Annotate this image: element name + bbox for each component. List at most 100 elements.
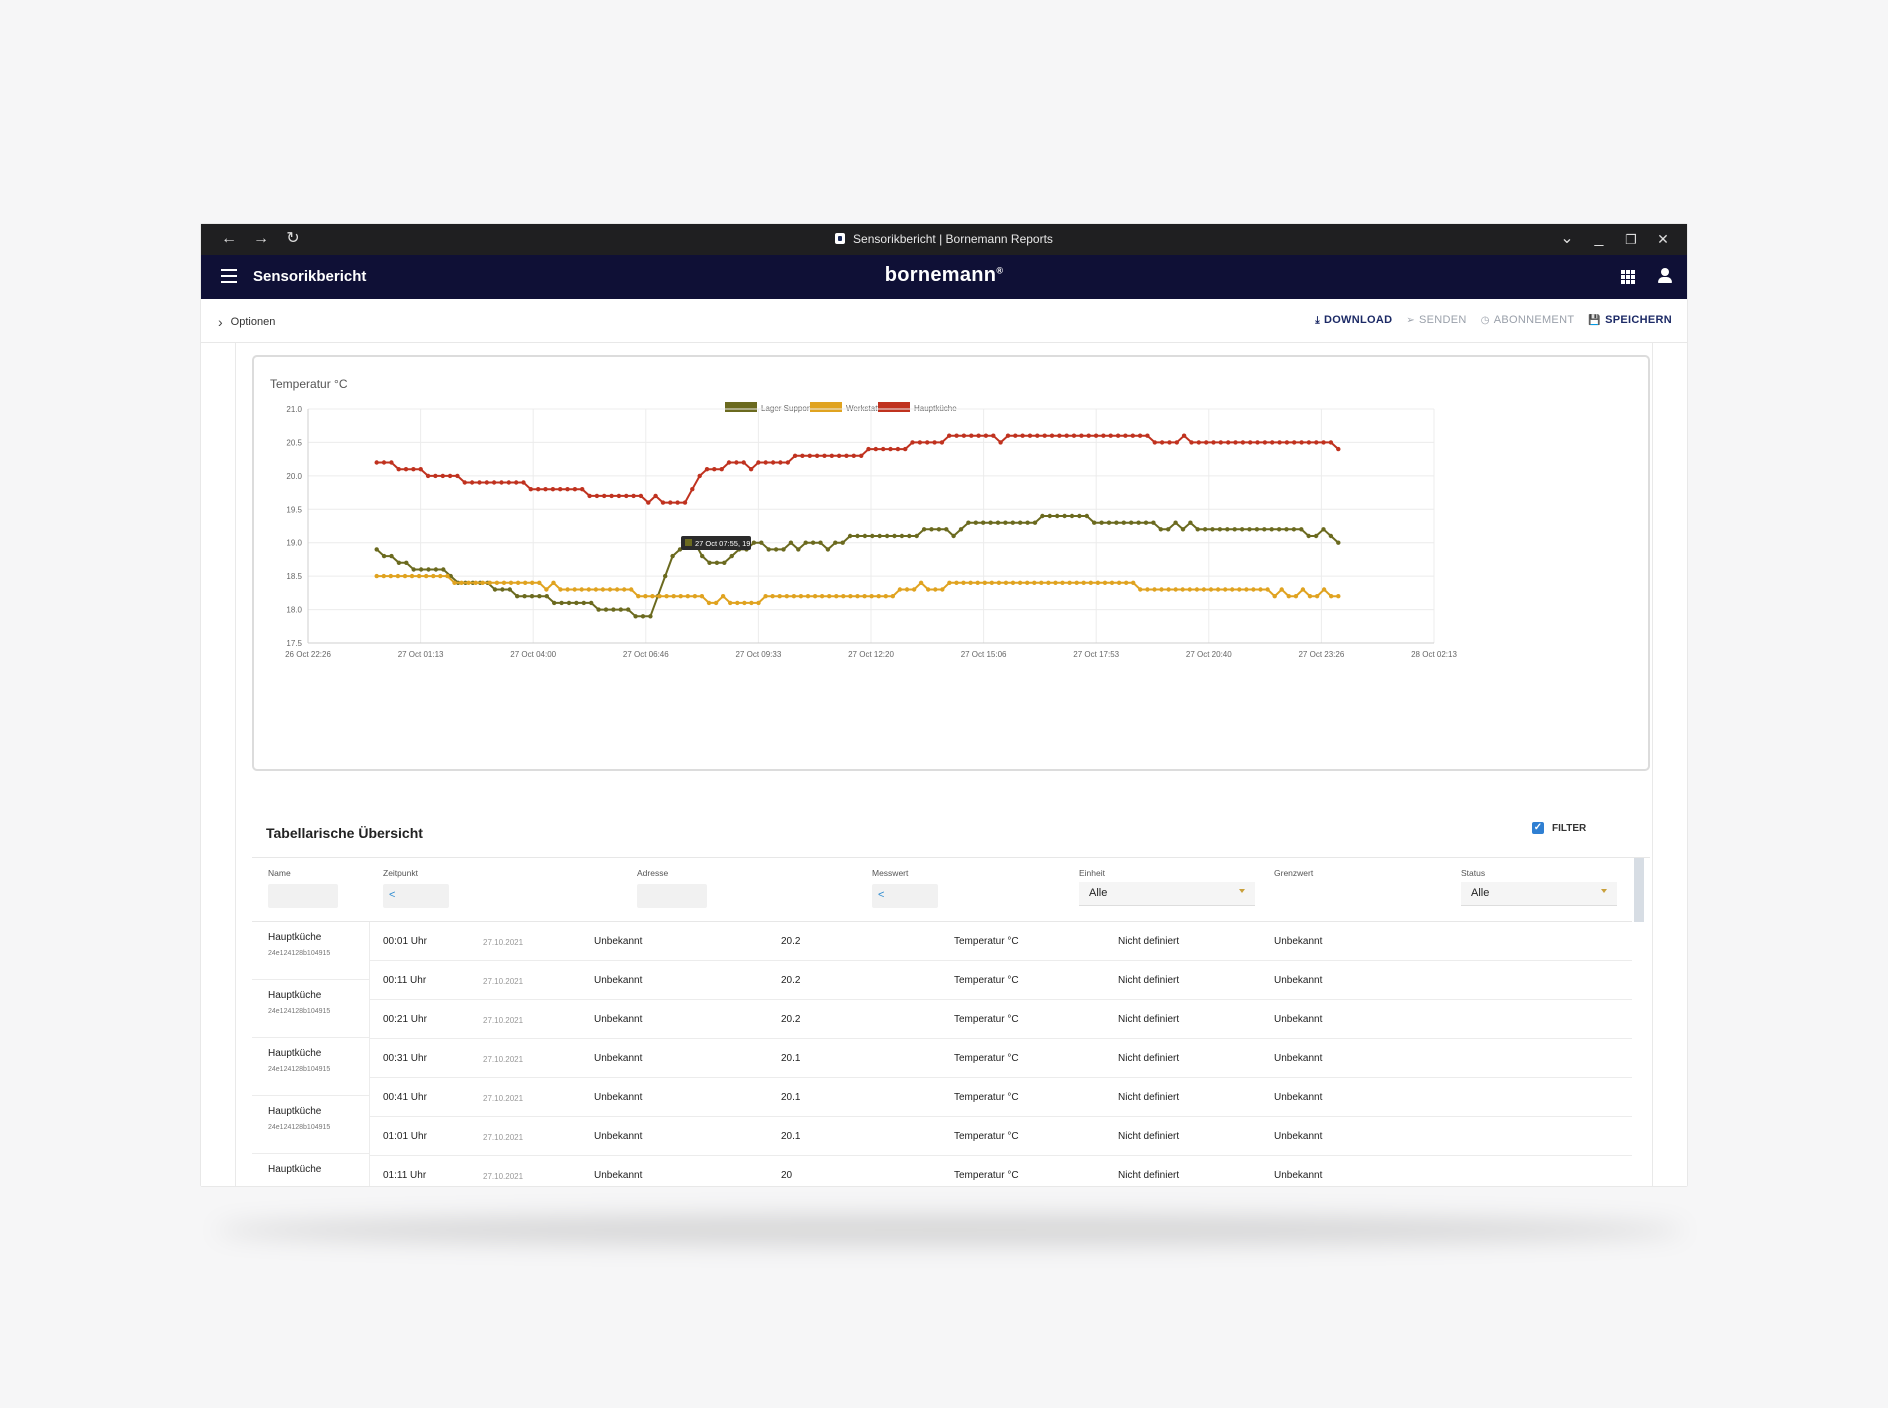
data-point	[1115, 433, 1121, 438]
data-point	[1299, 440, 1304, 445]
data-point	[818, 540, 823, 545]
data-point	[480, 580, 485, 585]
filter-toggle[interactable]: ✓ FILTER	[1532, 822, 1586, 834]
options-toggle[interactable]: › Optionen	[218, 314, 275, 330]
data-point	[890, 594, 895, 599]
table-row[interactable]: 00:01 Uhr 27.10.2021 Unbekannt 20.2 Temperat…	[370, 922, 1632, 961]
reload-icon[interactable]: ↻	[286, 230, 300, 247]
table-row[interactable]: 00:31 Uhr 27.10.2021 Unbekannt 20.1 Temperat…	[370, 1039, 1632, 1078]
table-row[interactable]: 00:11 Uhr 27.10.2021 Unbekannt 20.2 Temperat…	[370, 961, 1632, 1000]
name-filter-input[interactable]	[268, 884, 338, 908]
data-point	[1151, 520, 1156, 525]
data-point	[395, 573, 401, 579]
data-point	[499, 480, 504, 485]
data-point	[791, 594, 797, 599]
data-point	[381, 573, 386, 579]
action-senden-button[interactable]: ➢ SENDEN	[1406, 314, 1466, 326]
checkbox-checked-icon[interactable]: ✓	[1532, 822, 1544, 834]
row-time: 01:01 Uhr	[383, 1131, 427, 1142]
data-point	[653, 493, 658, 499]
data-point	[829, 453, 834, 458]
apps-grid-icon[interactable]	[1621, 270, 1635, 284]
zeitpunkt-filter-input[interactable]: <	[383, 884, 449, 908]
chevron-down-icon[interactable]: ⌄	[1560, 230, 1574, 247]
data-point	[670, 553, 675, 559]
data-point	[996, 580, 1002, 585]
data-point	[484, 480, 489, 485]
y-tick-label: 18.0	[286, 606, 302, 615]
restore-icon[interactable]: ❐	[1625, 231, 1637, 247]
data-point	[841, 594, 846, 599]
data-point	[1189, 440, 1194, 445]
data-point	[1067, 580, 1072, 585]
data-point	[989, 580, 994, 585]
data-point	[611, 607, 616, 612]
series-line-0	[376, 515, 1339, 618]
table-header: Name Zeitpunkt < Adresse Messwert < Einh…	[252, 858, 1632, 922]
action-label: SPEICHERN	[1605, 314, 1672, 326]
hamburger-menu-icon[interactable]	[221, 269, 237, 283]
table-scrollbar[interactable]	[1634, 858, 1644, 922]
row-einheit: Temperatur °C	[954, 936, 1019, 947]
data-point	[958, 527, 964, 532]
report-toolbar: › Optionen ⤓ DOWNLOAD ➢ SENDEN ◷ ABONNEMENT 💾 SP…	[201, 299, 1687, 343]
data-point	[1005, 433, 1011, 438]
data-point	[873, 446, 878, 452]
messwert-filter-input[interactable]: <	[872, 884, 938, 908]
data-point	[602, 493, 607, 499]
data-point	[508, 580, 514, 585]
table-row[interactable]: 01:01 Uhr 27.10.2021 Unbekannt 20.1 Temperat…	[370, 1117, 1632, 1156]
legend-swatch	[810, 402, 842, 412]
data-point	[440, 473, 445, 479]
data-point	[455, 473, 460, 479]
action-download-button[interactable]: ⤓ DOWNLOAD	[1315, 314, 1392, 326]
close-icon[interactable]: ✕	[1657, 231, 1669, 247]
data-point	[668, 500, 673, 505]
data-point	[473, 580, 478, 585]
data-point	[807, 453, 812, 458]
table-row[interactable]: 00:41 Uhr 27.10.2021 Unbekannt 20.1 Temperat…	[370, 1078, 1632, 1117]
data-point	[626, 607, 631, 612]
data-point	[1226, 440, 1231, 445]
data-point	[961, 433, 967, 438]
data-point	[579, 587, 584, 592]
table-row[interactable]: 00:21 Uhr 27.10.2021 Unbekannt 20.2 Temperat…	[370, 1000, 1632, 1039]
data-point	[1166, 527, 1171, 532]
header-status: Status	[1461, 868, 1486, 878]
data-point	[404, 560, 409, 565]
data-point	[763, 594, 768, 599]
adresse-filter-input[interactable]	[637, 884, 707, 908]
data-point	[1204, 440, 1209, 445]
data-point	[697, 473, 702, 479]
row-grenzwert: Nicht definiert	[1118, 1092, 1180, 1103]
data-point	[784, 594, 789, 599]
einheit-select[interactable]: Alle	[1079, 882, 1255, 906]
data-point	[1069, 513, 1075, 519]
einheit-select-value: Alle	[1089, 887, 1108, 899]
action-speichern-button[interactable]: 💾 SPEICHERN	[1588, 314, 1672, 326]
row-date: 27.10.2021	[483, 938, 524, 947]
data-point	[1272, 594, 1277, 599]
data-point	[1321, 527, 1326, 532]
data-point	[1336, 594, 1341, 599]
action-abonnement-button[interactable]: ◷ ABONNEMENT	[1481, 314, 1575, 326]
back-arrow-icon[interactable]: ←	[221, 230, 237, 247]
minimize-icon[interactable]: _	[1594, 230, 1604, 247]
forward-arrow-icon[interactable]: →	[253, 230, 269, 247]
data-point	[976, 433, 981, 438]
data-point	[975, 580, 980, 585]
status-select[interactable]: Alle	[1461, 882, 1617, 906]
data-point	[459, 580, 464, 585]
data-point	[462, 480, 467, 485]
data-point	[374, 460, 379, 465]
data-point	[1313, 533, 1319, 539]
data-point	[1074, 580, 1079, 585]
data-point	[944, 527, 949, 532]
data-point	[876, 594, 881, 599]
data-point	[616, 493, 622, 499]
table-row[interactable]: 01:11 Uhr 27.10.2021 Unbekannt 20 Temperatur…	[370, 1156, 1632, 1186]
user-account-icon[interactable]	[1657, 267, 1673, 285]
data-point	[1248, 440, 1253, 445]
x-tick-label: 27 Oct 01:13	[398, 650, 444, 659]
data-point	[910, 440, 915, 445]
